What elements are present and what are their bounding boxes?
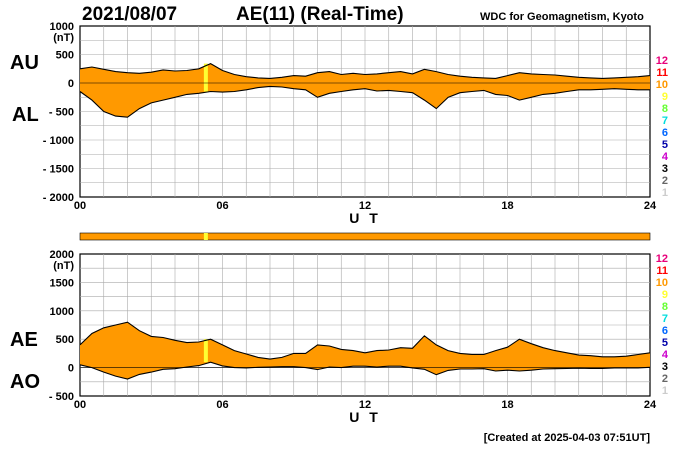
legend-entry-12: 12 <box>656 55 668 67</box>
ao-label: AO <box>10 371 40 393</box>
data-source-label: WDC for Geomagnetism, Kyoto <box>480 11 644 23</box>
legend-entry-4: 4 <box>662 151 669 163</box>
y-tick-label: 500 <box>56 50 74 62</box>
legend-entry-10: 10 <box>656 277 668 289</box>
legend-entry-3: 3 <box>662 163 668 175</box>
series-ao-line <box>79 361 651 380</box>
ae-ao-fill-area <box>80 322 650 379</box>
au-al-panel: 1000 500 0 - 500 - 1000 - 1500 - 2000 (nT) 00 06 1… <box>43 21 657 226</box>
legend-entry-6: 6 <box>662 325 668 337</box>
y-axis-unit-label: (nT) <box>53 260 74 272</box>
y-tick-label: - 2000 <box>43 192 74 204</box>
y-tick-label: - 1000 <box>43 135 74 147</box>
legend-entry-2: 2 <box>662 373 668 385</box>
legend-entry-4: 4 <box>662 349 669 361</box>
ae-ao-highlight-stripe <box>203 339 208 363</box>
au-label: AU <box>10 52 39 74</box>
legend-entry-9: 9 <box>662 91 668 103</box>
ae-label: AE <box>10 329 38 351</box>
x-tick-label: 18 <box>501 200 513 212</box>
y-tick-label: 0 <box>68 78 74 90</box>
al-label: AL <box>12 104 39 126</box>
y-tick-label: - 500 <box>49 107 74 119</box>
series-al-line <box>79 85 650 118</box>
y-tick-label: 1000 <box>50 21 74 33</box>
legend-entry-1: 1 <box>662 385 668 397</box>
ae-ao-panel: 2000 1500 1000 500 0 - 500 (nT) 00 06 12 18 24 U T <box>49 249 657 425</box>
legend-entry-7: 7 <box>662 313 668 325</box>
x-axis-label: U T <box>349 210 381 226</box>
title-date: 2021/08/07 <box>82 4 178 25</box>
chart-title: AE(11) (Real-Time) <box>236 4 404 25</box>
y-tick-label: 1000 <box>50 306 74 318</box>
legend-entry-5: 5 <box>662 139 668 151</box>
series-ae-line <box>79 321 651 360</box>
availability-bar-fill <box>79 232 651 241</box>
legend-entry-8: 8 <box>662 103 668 115</box>
y-tick-label: - 1500 <box>43 164 74 176</box>
y-axis-unit-label: (nT) <box>53 32 74 44</box>
au-al-fill-area <box>80 63 650 118</box>
x-tick-label: 24 <box>644 399 657 411</box>
y-tick-label: - 500 <box>49 391 74 403</box>
legend-entry-2: 2 <box>662 175 668 187</box>
x-tick-label: 00 <box>74 399 86 411</box>
y-tick-label: 500 <box>56 334 74 346</box>
data-availability-bar <box>79 232 651 241</box>
x-tick-label: 12 <box>359 399 371 411</box>
x-tick-label: 06 <box>216 200 228 212</box>
y-tick-label: 1500 <box>50 277 74 289</box>
legend-entry-6: 6 <box>662 127 668 139</box>
legend-entry-7: 7 <box>662 115 668 127</box>
y-tick-label: 0 <box>68 363 74 375</box>
x-tick-label: 18 <box>501 399 513 411</box>
legend-entry-3: 3 <box>662 361 668 373</box>
legend-entry-11: 11 <box>656 67 668 79</box>
availability-bar-highlight <box>203 233 208 240</box>
legend-entry-10: 10 <box>656 79 668 91</box>
legend-entry-8: 8 <box>662 301 668 313</box>
x-tick-label: 12 <box>359 200 371 212</box>
x-tick-label: 06 <box>216 399 228 411</box>
legend-entry-1: 1 <box>662 187 668 199</box>
legend-entry-5: 5 <box>662 337 668 349</box>
legend-entry-12: 12 <box>656 253 668 265</box>
created-timestamp: [Created at 2025-04-03 07:51UT] <box>483 432 650 444</box>
x-tick-label: 00 <box>74 200 86 212</box>
legend-entry-11: 11 <box>656 265 668 277</box>
y-tick-label: 2000 <box>50 249 74 261</box>
series-au-line <box>79 62 651 79</box>
au-al-highlight-stripe <box>203 63 208 92</box>
x-tick-label: 24 <box>644 200 657 212</box>
x-axis-label: U T <box>349 409 381 425</box>
legend-entry-9: 9 <box>662 289 668 301</box>
